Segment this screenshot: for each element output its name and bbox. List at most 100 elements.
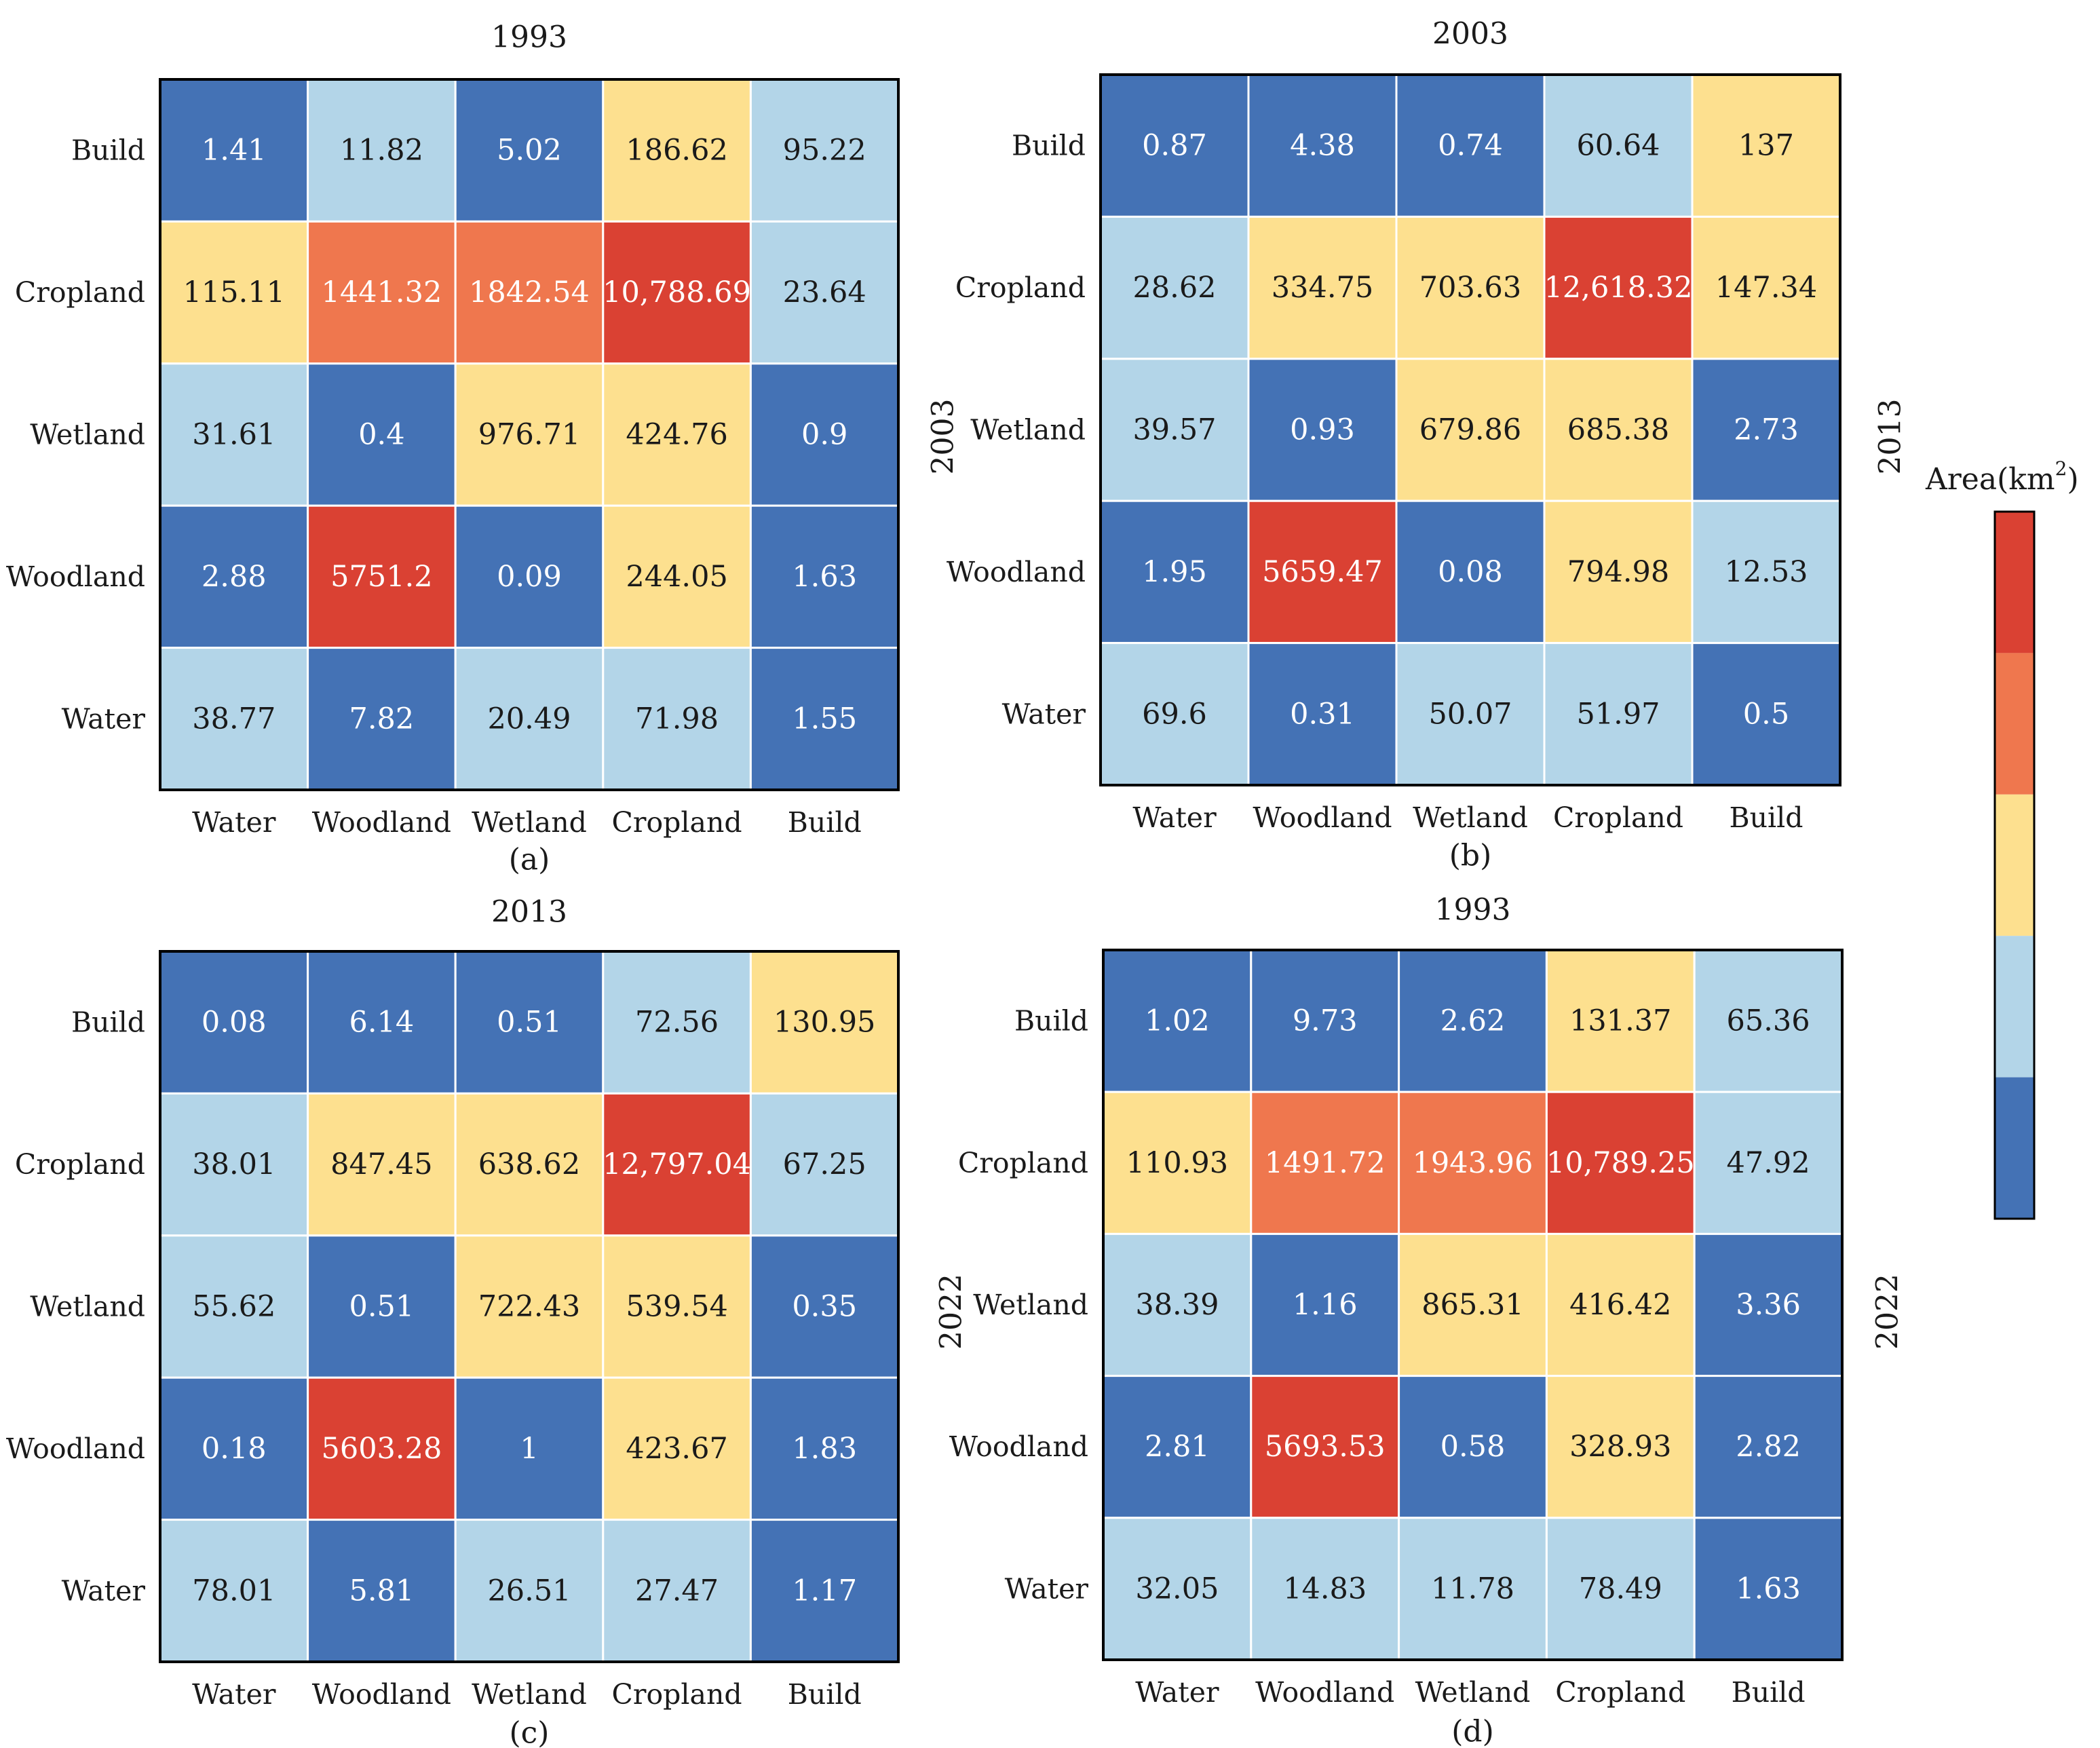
cell-value: 11.78 xyxy=(1431,1572,1514,1606)
cell-value: 28.62 xyxy=(1132,271,1216,305)
heatmap-cell xyxy=(602,950,752,1095)
cell-value: 539.54 xyxy=(626,1290,727,1324)
x-tick-label: Water xyxy=(192,806,276,839)
y-tick-label: Water xyxy=(1005,1572,1089,1605)
panel-title: 1993 xyxy=(1435,893,1511,928)
cell-value: 137 xyxy=(1738,129,1794,163)
y-tick-label: Build xyxy=(1014,1005,1088,1038)
cell-value: 416.42 xyxy=(1569,1288,1671,1322)
cell-value: 0.5 xyxy=(1743,697,1789,731)
heatmap-cell xyxy=(1250,1090,1400,1235)
y-tick-label: Wetland xyxy=(30,1291,145,1323)
heatmap-cell xyxy=(1693,1517,1844,1661)
cell-value: 72.56 xyxy=(635,1006,719,1040)
panel-title: 1993 xyxy=(491,20,567,55)
heatmap-cell xyxy=(1247,73,1398,218)
y-tick-label: Cropland xyxy=(958,1147,1088,1179)
y-tick-label: Wetland xyxy=(30,419,145,451)
cell-value: 50.07 xyxy=(1428,697,1512,731)
heatmap-cell xyxy=(749,950,900,1095)
heatmap-cell xyxy=(159,1234,309,1379)
cell-value: 23.64 xyxy=(783,276,866,309)
cell-value: 679.86 xyxy=(1419,413,1521,447)
cell-value: 0.35 xyxy=(792,1290,857,1324)
y-tick-label: Build xyxy=(71,134,145,167)
y-tick-label: Woodland xyxy=(6,1432,145,1465)
cell-value: 32.05 xyxy=(1135,1572,1219,1606)
heatmap-cell xyxy=(749,1376,900,1521)
cell-value: 60.64 xyxy=(1576,129,1660,163)
cell-value: 1491.72 xyxy=(1265,1146,1386,1180)
heatmap-cell xyxy=(1693,1090,1844,1235)
y-tick-label: Wetland xyxy=(973,1289,1088,1321)
legend-title-text: Area(km xyxy=(1925,462,2055,497)
heatmap-cell xyxy=(454,1376,605,1521)
y-tick-label: Cropland xyxy=(15,1148,145,1181)
heatmap-cell xyxy=(1102,1375,1253,1519)
heatmap-cell xyxy=(1543,499,1694,645)
cell-value: 0.08 xyxy=(1438,555,1503,589)
y-tick-label: Woodland xyxy=(949,1430,1088,1463)
heatmap-cell xyxy=(1247,215,1398,360)
cell-value: 423.67 xyxy=(626,1432,727,1466)
cell-value: 0.4 xyxy=(358,418,404,452)
heatmap-cell xyxy=(454,647,605,791)
cell-value: 38.77 xyxy=(192,702,275,736)
colorbar-segment xyxy=(1995,653,2034,795)
x-tick-label: Water xyxy=(192,1678,276,1711)
cell-value: 1.02 xyxy=(1145,1004,1210,1038)
cell-value: 78.01 xyxy=(192,1574,275,1608)
heatmap-cell xyxy=(159,1092,309,1237)
heatmap-cell xyxy=(159,1519,309,1663)
heatmap-cell xyxy=(307,647,457,791)
cell-value: 1.16 xyxy=(1293,1288,1358,1322)
cell-value: 130.95 xyxy=(774,1006,875,1040)
cell-value: 20.49 xyxy=(487,702,571,736)
heatmap-cell xyxy=(602,362,752,507)
heatmap-cell xyxy=(1102,949,1253,1093)
y-tick-label: Water xyxy=(62,1574,146,1607)
heatmap-panel-b: 0.87 4.38 0.74 60.64 137 28.62 334.75 703.63 12,… xyxy=(926,17,1908,873)
cell-value: 1842.54 xyxy=(469,276,590,309)
heatmap-cell xyxy=(749,1092,900,1237)
cell-value: 334.75 xyxy=(1272,271,1373,305)
cell-value: 1.83 xyxy=(792,1432,857,1466)
colorbar-segment xyxy=(1995,1077,2034,1219)
cell-value: 12,797.04 xyxy=(603,1147,751,1181)
x-tick-label: Cropland xyxy=(1555,1676,1685,1709)
y-tick-label: Water xyxy=(62,702,146,735)
cell-value: 5603.28 xyxy=(321,1432,442,1466)
heatmap-cell xyxy=(454,504,605,649)
heatmap-cell xyxy=(1395,642,1546,786)
heatmap-cell xyxy=(1398,1090,1548,1235)
cell-value: 5.81 xyxy=(349,1574,415,1608)
heatmap-cell xyxy=(749,1234,900,1379)
heatmap-cell xyxy=(307,1376,457,1521)
heatmap-cell xyxy=(1545,1090,1696,1235)
cell-value: 27.47 xyxy=(635,1574,719,1608)
cell-value: 1441.32 xyxy=(321,276,442,309)
heatmap-cell xyxy=(749,504,900,649)
heatmap-cell xyxy=(1250,1375,1400,1519)
heatmap-cell xyxy=(454,950,605,1095)
cell-value: 244.05 xyxy=(626,560,727,594)
heatmap-cell xyxy=(1543,73,1694,218)
cell-value: 1.17 xyxy=(792,1574,857,1608)
cell-value: 328.93 xyxy=(1569,1430,1671,1464)
heatmap-cell xyxy=(307,504,457,649)
heatmap-cell xyxy=(1102,1517,1253,1661)
cell-value: 12.53 xyxy=(1724,555,1808,589)
x-tick-label: Woodland xyxy=(1253,801,1392,834)
x-tick-label: Build xyxy=(1732,1676,1806,1709)
panel-title: 2013 xyxy=(491,895,567,930)
cell-value: 5.02 xyxy=(497,134,562,168)
cell-value: 0.31 xyxy=(1290,697,1355,731)
heatmap-cell xyxy=(1693,1375,1844,1519)
x-tick-label: Woodland xyxy=(1255,1676,1394,1709)
right-axis-label: 2022 xyxy=(1871,1274,1905,1350)
heatmap-cell xyxy=(307,1092,457,1237)
heatmap-cell xyxy=(1545,1517,1696,1661)
cell-value: 69.6 xyxy=(1142,697,1207,731)
panel-label: (a) xyxy=(509,843,550,877)
